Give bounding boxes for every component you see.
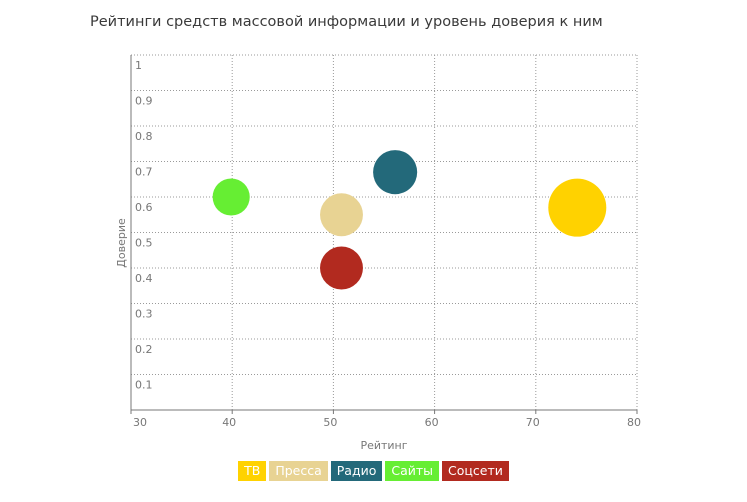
legend-item-4[interactable]: Сайты bbox=[385, 461, 440, 481]
tick-labels: 30 40 50 60 70 80 0.1 0.2 0.3 0.4 0.5 0.6 0.7 0.8 0.9 1 bbox=[133, 59, 641, 429]
bubble-5[interactable] bbox=[320, 246, 363, 290]
bubble-2[interactable] bbox=[320, 193, 363, 237]
x-tick-label: 30 bbox=[133, 416, 147, 429]
x-tick-label: 50 bbox=[323, 416, 337, 429]
y-axis-label: Доверие bbox=[115, 218, 128, 268]
y-tick-label: 0.3 bbox=[135, 308, 153, 321]
bubbles bbox=[212, 150, 607, 290]
y-tick-label: 0.1 bbox=[135, 379, 153, 392]
y-tick-label: 0.6 bbox=[135, 201, 153, 214]
y-tick-label: 0.5 bbox=[135, 237, 153, 250]
legend: ТВ Пресса Радио Сайты Соцсети bbox=[0, 461, 747, 481]
legend-item-1[interactable]: ТВ bbox=[238, 461, 267, 481]
x-tick-label: 70 bbox=[526, 416, 540, 429]
axes bbox=[130, 55, 638, 414]
bubble-4[interactable] bbox=[212, 178, 250, 216]
y-tick-label: 0.7 bbox=[135, 166, 153, 179]
x-tick-label: 60 bbox=[425, 416, 439, 429]
y-tick-label: 0.2 bbox=[135, 343, 153, 356]
x-axis-label: Рейтинг bbox=[360, 439, 407, 452]
y-tick-label: 0.9 bbox=[135, 95, 153, 108]
legend-item-5[interactable]: Соцсети bbox=[442, 461, 509, 481]
y-tick-label: 1 bbox=[135, 59, 142, 72]
y-tick-label: 0.4 bbox=[135, 272, 153, 285]
bubble-3[interactable] bbox=[373, 150, 418, 195]
x-tick-label: 40 bbox=[222, 416, 236, 429]
legend-item-3[interactable]: Радио bbox=[330, 461, 383, 481]
grid bbox=[131, 54, 638, 410]
chart-title: Рейтинги средств массовой информации и у… bbox=[90, 14, 603, 30]
legend-item-2[interactable]: Пресса bbox=[269, 461, 328, 481]
y-tick-label: 0.8 bbox=[135, 130, 153, 143]
x-tick-label: 80 bbox=[627, 416, 641, 429]
bubble-1[interactable] bbox=[548, 178, 607, 237]
